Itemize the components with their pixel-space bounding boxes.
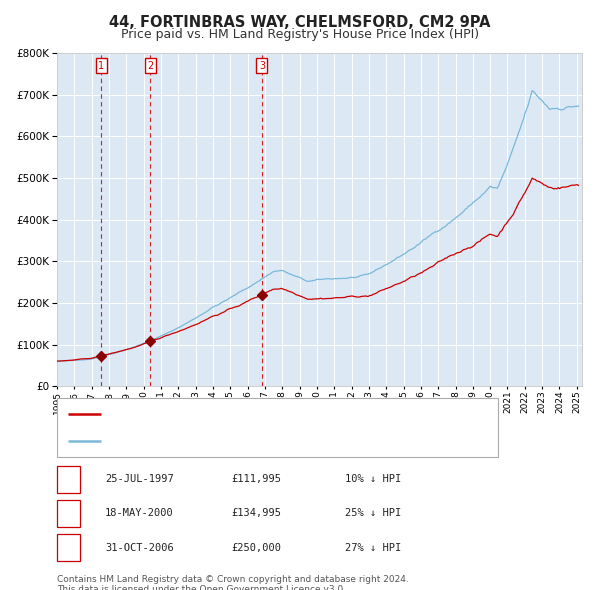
Text: 1: 1: [65, 474, 72, 484]
Text: 27% ↓ HPI: 27% ↓ HPI: [345, 543, 401, 552]
Text: 44, FORTINBRAS WAY, CHELMSFORD, CM2 9PA (detached house): 44, FORTINBRAS WAY, CHELMSFORD, CM2 9PA …: [107, 409, 424, 419]
Text: Contains HM Land Registry data © Crown copyright and database right 2024.
This d: Contains HM Land Registry data © Crown c…: [57, 575, 409, 590]
Text: 3: 3: [65, 543, 72, 552]
Text: Price paid vs. HM Land Registry's House Price Index (HPI): Price paid vs. HM Land Registry's House …: [121, 28, 479, 41]
Text: 44, FORTINBRAS WAY, CHELMSFORD, CM2 9PA: 44, FORTINBRAS WAY, CHELMSFORD, CM2 9PA: [109, 15, 491, 30]
Text: 18-MAY-2000: 18-MAY-2000: [105, 509, 174, 518]
Text: £134,995: £134,995: [231, 509, 281, 518]
Text: 3: 3: [259, 61, 265, 71]
Text: £250,000: £250,000: [231, 543, 281, 552]
Text: HPI: Average price, detached house, Chelmsford: HPI: Average price, detached house, Chel…: [107, 437, 343, 446]
Text: 25% ↓ HPI: 25% ↓ HPI: [345, 509, 401, 518]
Text: 2: 2: [147, 61, 154, 71]
Text: 31-OCT-2006: 31-OCT-2006: [105, 543, 174, 552]
Text: 10% ↓ HPI: 10% ↓ HPI: [345, 474, 401, 484]
Text: 2: 2: [65, 509, 72, 518]
Text: £111,995: £111,995: [231, 474, 281, 484]
Text: 1: 1: [98, 61, 104, 71]
Text: 25-JUL-1997: 25-JUL-1997: [105, 474, 174, 484]
